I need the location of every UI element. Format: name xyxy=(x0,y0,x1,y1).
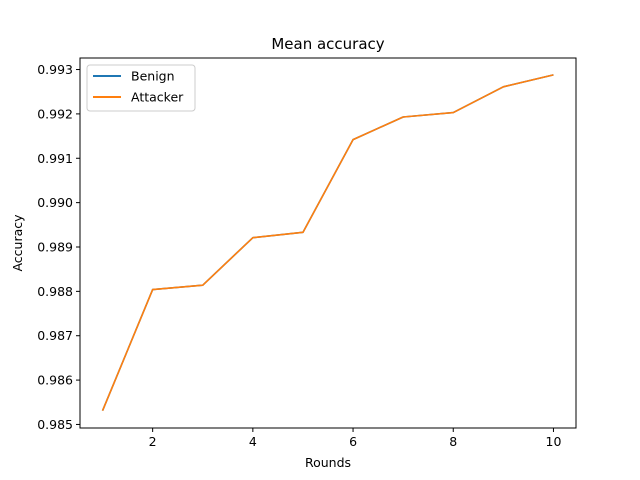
y-tick-label: 0.989 xyxy=(37,239,73,254)
x-tick-label: 6 xyxy=(349,434,357,449)
y-tick-label: 0.985 xyxy=(37,417,73,432)
y-axis-label: Accuracy xyxy=(10,214,25,272)
y-tick-label: 0.988 xyxy=(37,284,73,299)
y-tick-label: 0.987 xyxy=(37,328,73,343)
plot-area xyxy=(80,58,576,428)
legend-label-attacker: Attacker xyxy=(131,90,184,105)
x-tick-label: 4 xyxy=(249,434,257,449)
x-axis-ticks: 2 4 6 8 10 xyxy=(149,428,562,449)
x-tick-label: 2 xyxy=(149,434,157,449)
y-tick-label: 0.986 xyxy=(37,373,73,388)
y-tick-label: 0.993 xyxy=(37,62,73,77)
legend-label-benign: Benign xyxy=(131,69,175,84)
y-tick-label: 0.990 xyxy=(37,195,73,210)
series-layer xyxy=(101,74,554,412)
y-axis-ticks: 0.985 0.986 0.987 0.988 0.989 0.990 0.991 0.992… xyxy=(37,62,80,432)
chart-title: Mean accuracy xyxy=(271,35,384,53)
x-axis-label: Rounds xyxy=(305,455,351,470)
legend: Benign Attacker xyxy=(86,64,196,112)
series-line-attacker xyxy=(101,74,554,412)
x-tick-label: 10 xyxy=(546,434,562,449)
x-tick-label: 8 xyxy=(449,434,457,449)
y-tick-label: 0.991 xyxy=(37,151,73,166)
y-tick-label: 0.992 xyxy=(37,106,73,121)
plot-frame xyxy=(79,57,577,429)
